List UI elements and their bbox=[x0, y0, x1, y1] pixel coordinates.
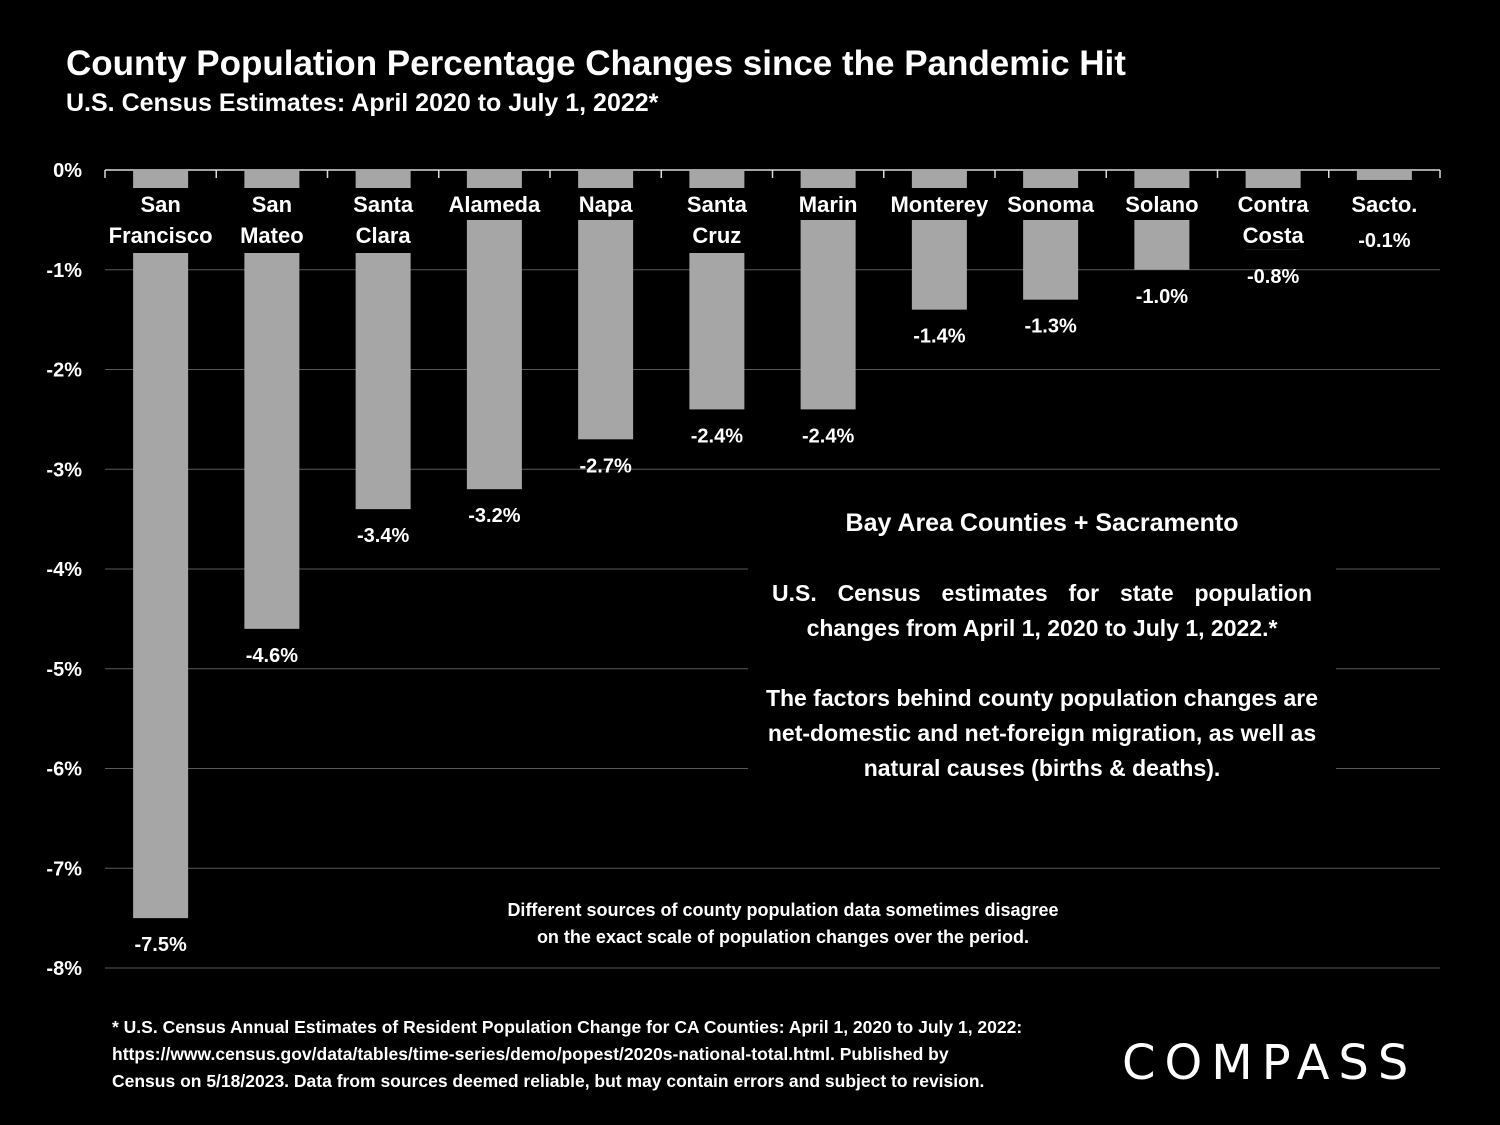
value-label: -7.5% bbox=[135, 934, 187, 956]
value-label: -2.4% bbox=[691, 425, 743, 447]
category-label: Sonoma bbox=[1007, 192, 1095, 217]
y-tick-label: -1% bbox=[46, 260, 82, 282]
category-label: Costa bbox=[1243, 223, 1305, 248]
y-tick-label: -8% bbox=[46, 958, 82, 980]
label-backing bbox=[243, 188, 301, 253]
label-backing bbox=[799, 188, 857, 220]
bar-chart: 0%-1%-2%-3%-4%-5%-6%-7%-8% SanFranciscoS… bbox=[46, 160, 1441, 980]
footnote-line-3: Census on 5/18/2023. Data from sources d… bbox=[112, 1071, 985, 1091]
label-backing bbox=[132, 188, 190, 253]
category-label: Santa bbox=[353, 192, 414, 217]
category-label: Marin bbox=[799, 192, 858, 217]
footnote-line-1: * U.S. Census Annual Estimates of Reside… bbox=[112, 1017, 1023, 1037]
data-source-note: Different sources of county population d… bbox=[465, 897, 1101, 951]
label-backing bbox=[910, 188, 968, 220]
y-tick-label: 0% bbox=[53, 160, 82, 182]
value-label: -3.4% bbox=[357, 525, 409, 547]
compass-logo: COMPASS bbox=[1122, 1035, 1418, 1091]
label-backing bbox=[577, 188, 635, 220]
y-axis-ticks: 0% -1% -2% -3% -4% -5% -6% -7% -8% bbox=[46, 160, 82, 980]
value-labels: -7.5% -4.6% -3.4% -3.2% -2.7% -2.4% -2.4% -1.4%… bbox=[135, 230, 1411, 956]
y-tick-label: -2% bbox=[46, 360, 82, 382]
bar bbox=[466, 170, 522, 490]
label-backing bbox=[465, 188, 523, 220]
bar bbox=[1356, 170, 1412, 180]
label-backing bbox=[1133, 188, 1191, 220]
category-label: Contra bbox=[1238, 192, 1310, 217]
y-tick-label: -6% bbox=[46, 759, 82, 781]
annotation-box: Bay Area Counties + Sacramento U.S. Cens… bbox=[748, 505, 1336, 796]
footnote: * U.S. Census Annual Estimates of Reside… bbox=[112, 1014, 1098, 1095]
y-tick-label: -3% bbox=[46, 459, 82, 481]
value-label: -0.1% bbox=[1358, 230, 1410, 252]
category-label: Monterey bbox=[890, 192, 989, 217]
category-label: Alameda bbox=[449, 192, 541, 217]
value-label: -1.3% bbox=[1025, 316, 1077, 338]
y-tick-label: -4% bbox=[46, 559, 82, 581]
chart-title: County Population Percentage Changes sin… bbox=[66, 44, 1126, 83]
bar bbox=[133, 170, 189, 919]
label-backing bbox=[1244, 188, 1302, 250]
label-backing bbox=[1022, 188, 1080, 220]
category-label: Solano bbox=[1125, 192, 1198, 217]
category-label: San bbox=[140, 192, 180, 217]
label-backing bbox=[354, 188, 412, 253]
value-label: -3.2% bbox=[468, 505, 520, 527]
category-labels: San Francisco San Mateo Santa Clara Alameda Nap… bbox=[109, 188, 1417, 253]
note-line-2: on the exact scale of population changes… bbox=[536, 927, 1030, 947]
y-tick-label: -7% bbox=[46, 858, 82, 880]
category-label: Mateo bbox=[240, 223, 304, 248]
category-label: Santa bbox=[687, 192, 748, 217]
value-label: -2.4% bbox=[802, 425, 854, 447]
value-label: -1.4% bbox=[913, 326, 965, 348]
category-label: Cruz bbox=[692, 223, 741, 248]
category-label: San bbox=[252, 192, 292, 217]
footnote-line-2: https://www.census.gov/data/tables/time-… bbox=[112, 1044, 949, 1064]
y-tick-label: -5% bbox=[46, 659, 82, 681]
bars bbox=[133, 170, 1412, 919]
category-label: Sacto. bbox=[1351, 192, 1417, 217]
annotation-paragraph-1: U.S. Census estimates for state populati… bbox=[772, 580, 1312, 641]
value-label: -1.0% bbox=[1136, 286, 1188, 308]
chart-subtitle: U.S. Census Estimates: April 2020 to Jul… bbox=[66, 89, 659, 117]
annotation-heading: Bay Area Counties + Sacramento bbox=[845, 509, 1239, 537]
value-label: -2.7% bbox=[580, 455, 632, 477]
category-label: Clara bbox=[356, 223, 412, 248]
note-line-1: Different sources of county population d… bbox=[507, 900, 1059, 920]
category-label: Napa bbox=[579, 192, 634, 217]
annotation-paragraph-2: The factors behind county population cha… bbox=[765, 685, 1319, 781]
value-label: -0.8% bbox=[1247, 266, 1299, 288]
category-label: Francisco bbox=[109, 223, 213, 248]
value-label: -4.6% bbox=[246, 645, 298, 667]
label-backing bbox=[688, 188, 746, 253]
